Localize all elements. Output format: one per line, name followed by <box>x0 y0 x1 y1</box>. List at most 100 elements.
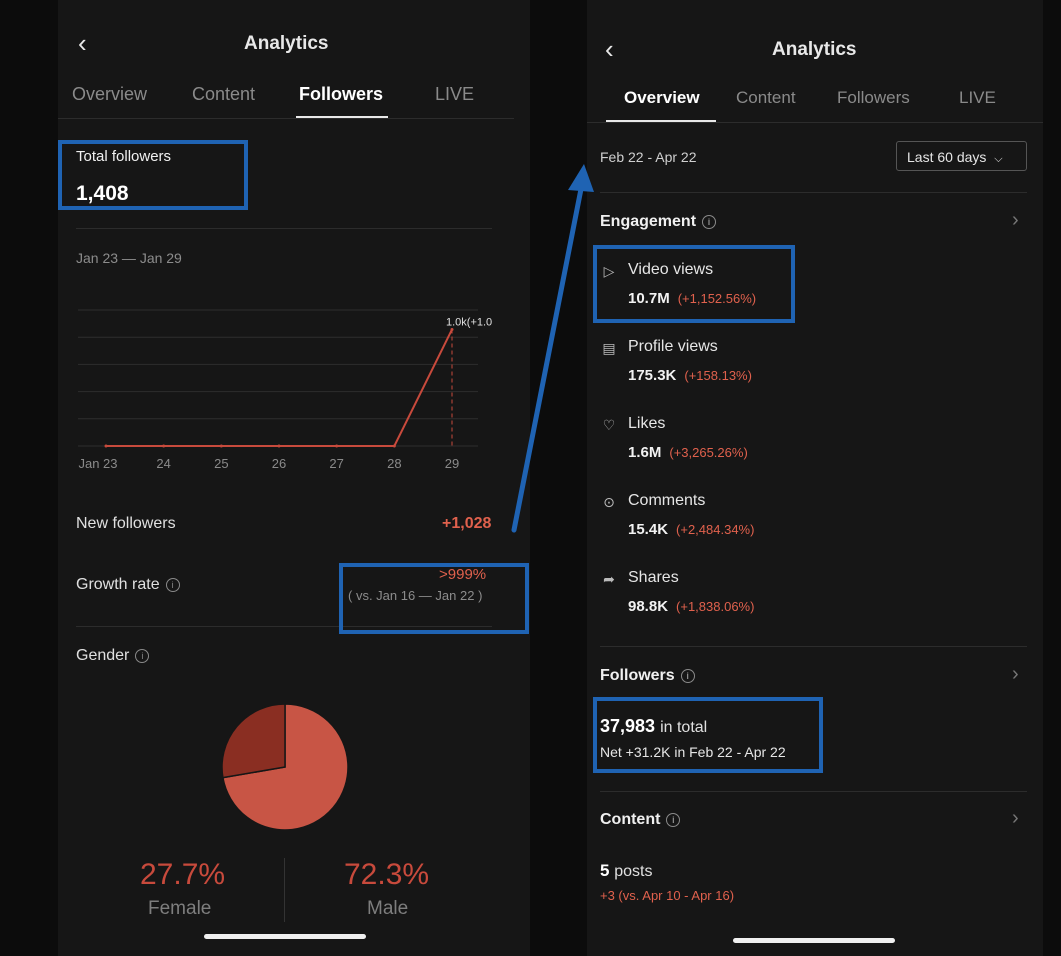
tab-content[interactable]: Content <box>736 88 796 107</box>
metric-value-number: 1.6M <box>628 444 662 461</box>
active-tab-underline <box>296 116 388 118</box>
annotation-box-growth-rate <box>339 563 529 634</box>
overview-analytics-screen: ‹ Analytics Overview Content Followers L… <box>587 0 1043 956</box>
content-section-header[interactable]: Content i <box>600 811 681 829</box>
metric-value: 10.7M (+1,152.56%) <box>628 290 756 307</box>
metric-value: 175.3K (+158.13%) <box>628 367 752 384</box>
back-chevron-icon[interactable]: ‹ <box>78 28 87 58</box>
female-percent: 27.7% <box>140 858 226 891</box>
metric-value-number: 98.8K <box>628 598 669 615</box>
male-percent: 72.3% <box>344 858 430 891</box>
growth-rate-text: Growth rate <box>76 576 160 593</box>
arrow-shaft <box>511 181 585 533</box>
arrow-head-icon <box>568 164 594 192</box>
posts-change: +3 (vs. Apr 10 - Apr 16) <box>600 888 735 903</box>
data-point[interactable] <box>335 444 339 448</box>
play-icon: ▷ <box>603 263 615 279</box>
tab-content[interactable]: Content <box>192 84 256 104</box>
metric-label[interactable]: Video views <box>628 261 714 278</box>
tab-divider <box>58 118 514 119</box>
date-range-select[interactable]: Last 60 days ⌵ <box>896 141 1027 171</box>
tab-live[interactable]: LIVE <box>959 88 996 107</box>
tab-followers[interactable]: Followers <box>299 84 384 104</box>
back-chevron-icon[interactable]: ‹ <box>605 34 614 64</box>
metric-change: (+2,484.34%) <box>676 522 755 537</box>
data-point[interactable] <box>219 444 223 448</box>
new-followers-label: New followers <box>76 515 176 532</box>
section-divider <box>76 626 492 627</box>
metric-change: (+158.13%) <box>684 368 752 383</box>
followers-total: 37,983 in total <box>600 716 707 737</box>
followers-net: Net +31.2K in Feb 22 - Apr 22 <box>600 744 786 760</box>
posts-count-value: 5 <box>600 861 610 880</box>
x-tick-label: 29 <box>445 456 459 471</box>
active-tab-underline <box>606 120 716 122</box>
metric-value-number: 10.7M <box>628 290 670 307</box>
female-label: Female <box>148 898 212 919</box>
section-divider <box>600 791 1027 792</box>
metric-value-number: 15.4K <box>628 521 669 538</box>
posts-suffix: posts <box>614 863 653 880</box>
engagement-section-header[interactable]: Engagement i <box>600 213 717 231</box>
home-indicator[interactable] <box>733 938 895 943</box>
tab-overview[interactable]: Overview <box>72 84 148 104</box>
total-followers-label: Total followers <box>76 148 172 165</box>
followers-section-header[interactable]: Followers i <box>600 667 695 685</box>
section-divider <box>76 228 492 229</box>
followers-total-value: 37,983 <box>600 716 656 736</box>
data-point[interactable] <box>104 444 108 448</box>
info-icon[interactable]: i <box>135 648 150 663</box>
chevron-down-icon: ⌵ <box>994 153 1003 165</box>
data-point[interactable] <box>162 444 166 448</box>
annotation-box-video-views <box>593 245 795 323</box>
date-range-select-value: Last 60 days <box>907 149 987 165</box>
gender-pie-chart <box>221 703 349 831</box>
tab-divider <box>587 122 1043 123</box>
followers-line-chart: 1.0k(+1.0 Jan 23 24 25 26 27 28 29 <box>78 309 492 471</box>
page-title: Analytics <box>772 39 857 60</box>
metric-change: (+3,265.26%) <box>669 445 748 460</box>
profile-doc-icon: ▤ <box>602 340 616 356</box>
new-followers-value: +1,028 <box>442 515 492 532</box>
pie-slice-female[interactable] <box>221 703 286 779</box>
tab-live[interactable]: LIVE <box>435 84 475 104</box>
x-tick-label: 28 <box>387 456 401 471</box>
metric-label[interactable]: Comments <box>628 492 706 509</box>
info-icon[interactable]: i <box>666 812 681 827</box>
home-indicator[interactable] <box>204 934 366 939</box>
metric-change: (+1,152.56%) <box>677 291 757 306</box>
followers-label: Followers <box>600 667 675 684</box>
metric-change: (+1,838.06%) <box>676 599 755 614</box>
heart-icon: ♡ <box>602 417 616 433</box>
annotation-box-followers-total <box>593 697 823 773</box>
x-tick-label: 26 <box>272 456 286 471</box>
data-point[interactable] <box>277 444 281 448</box>
chevron-right-icon[interactable]: › <box>1012 807 1019 829</box>
metric-label[interactable]: Shares <box>628 569 679 586</box>
followers-total-suffix: in total <box>660 719 708 736</box>
tab-followers[interactable]: Followers <box>837 88 910 107</box>
info-icon[interactable]: i <box>165 577 180 592</box>
metric-value: 15.4K (+2,484.34%) <box>628 521 754 538</box>
gender-label: Gender i <box>76 647 150 665</box>
metric-value-number: 175.3K <box>628 367 677 384</box>
data-point[interactable] <box>392 444 396 448</box>
chevron-right-icon[interactable]: › <box>1012 663 1019 685</box>
total-followers-value: 1,408 <box>76 182 129 205</box>
chevron-right-icon[interactable]: › <box>1012 209 1019 231</box>
info-icon[interactable]: i <box>680 668 695 683</box>
gender-text: Gender <box>76 647 130 664</box>
page-title: Analytics <box>244 33 329 54</box>
metric-label[interactable]: Profile views <box>628 338 718 355</box>
data-label: 1.0k(+1.0 <box>446 316 492 328</box>
info-icon[interactable]: i <box>702 214 717 229</box>
tab-overview[interactable]: Overview <box>624 88 700 107</box>
metric-label[interactable]: Likes <box>628 415 666 432</box>
growth-rate-value: >999% <box>439 566 487 583</box>
date-range: Jan 23 — Jan 29 <box>76 250 182 266</box>
share-icon: ➦ <box>603 571 615 587</box>
engagement-label: Engagement <box>600 213 697 230</box>
content-label: Content <box>600 811 661 828</box>
x-tick-label: 25 <box>214 456 228 471</box>
